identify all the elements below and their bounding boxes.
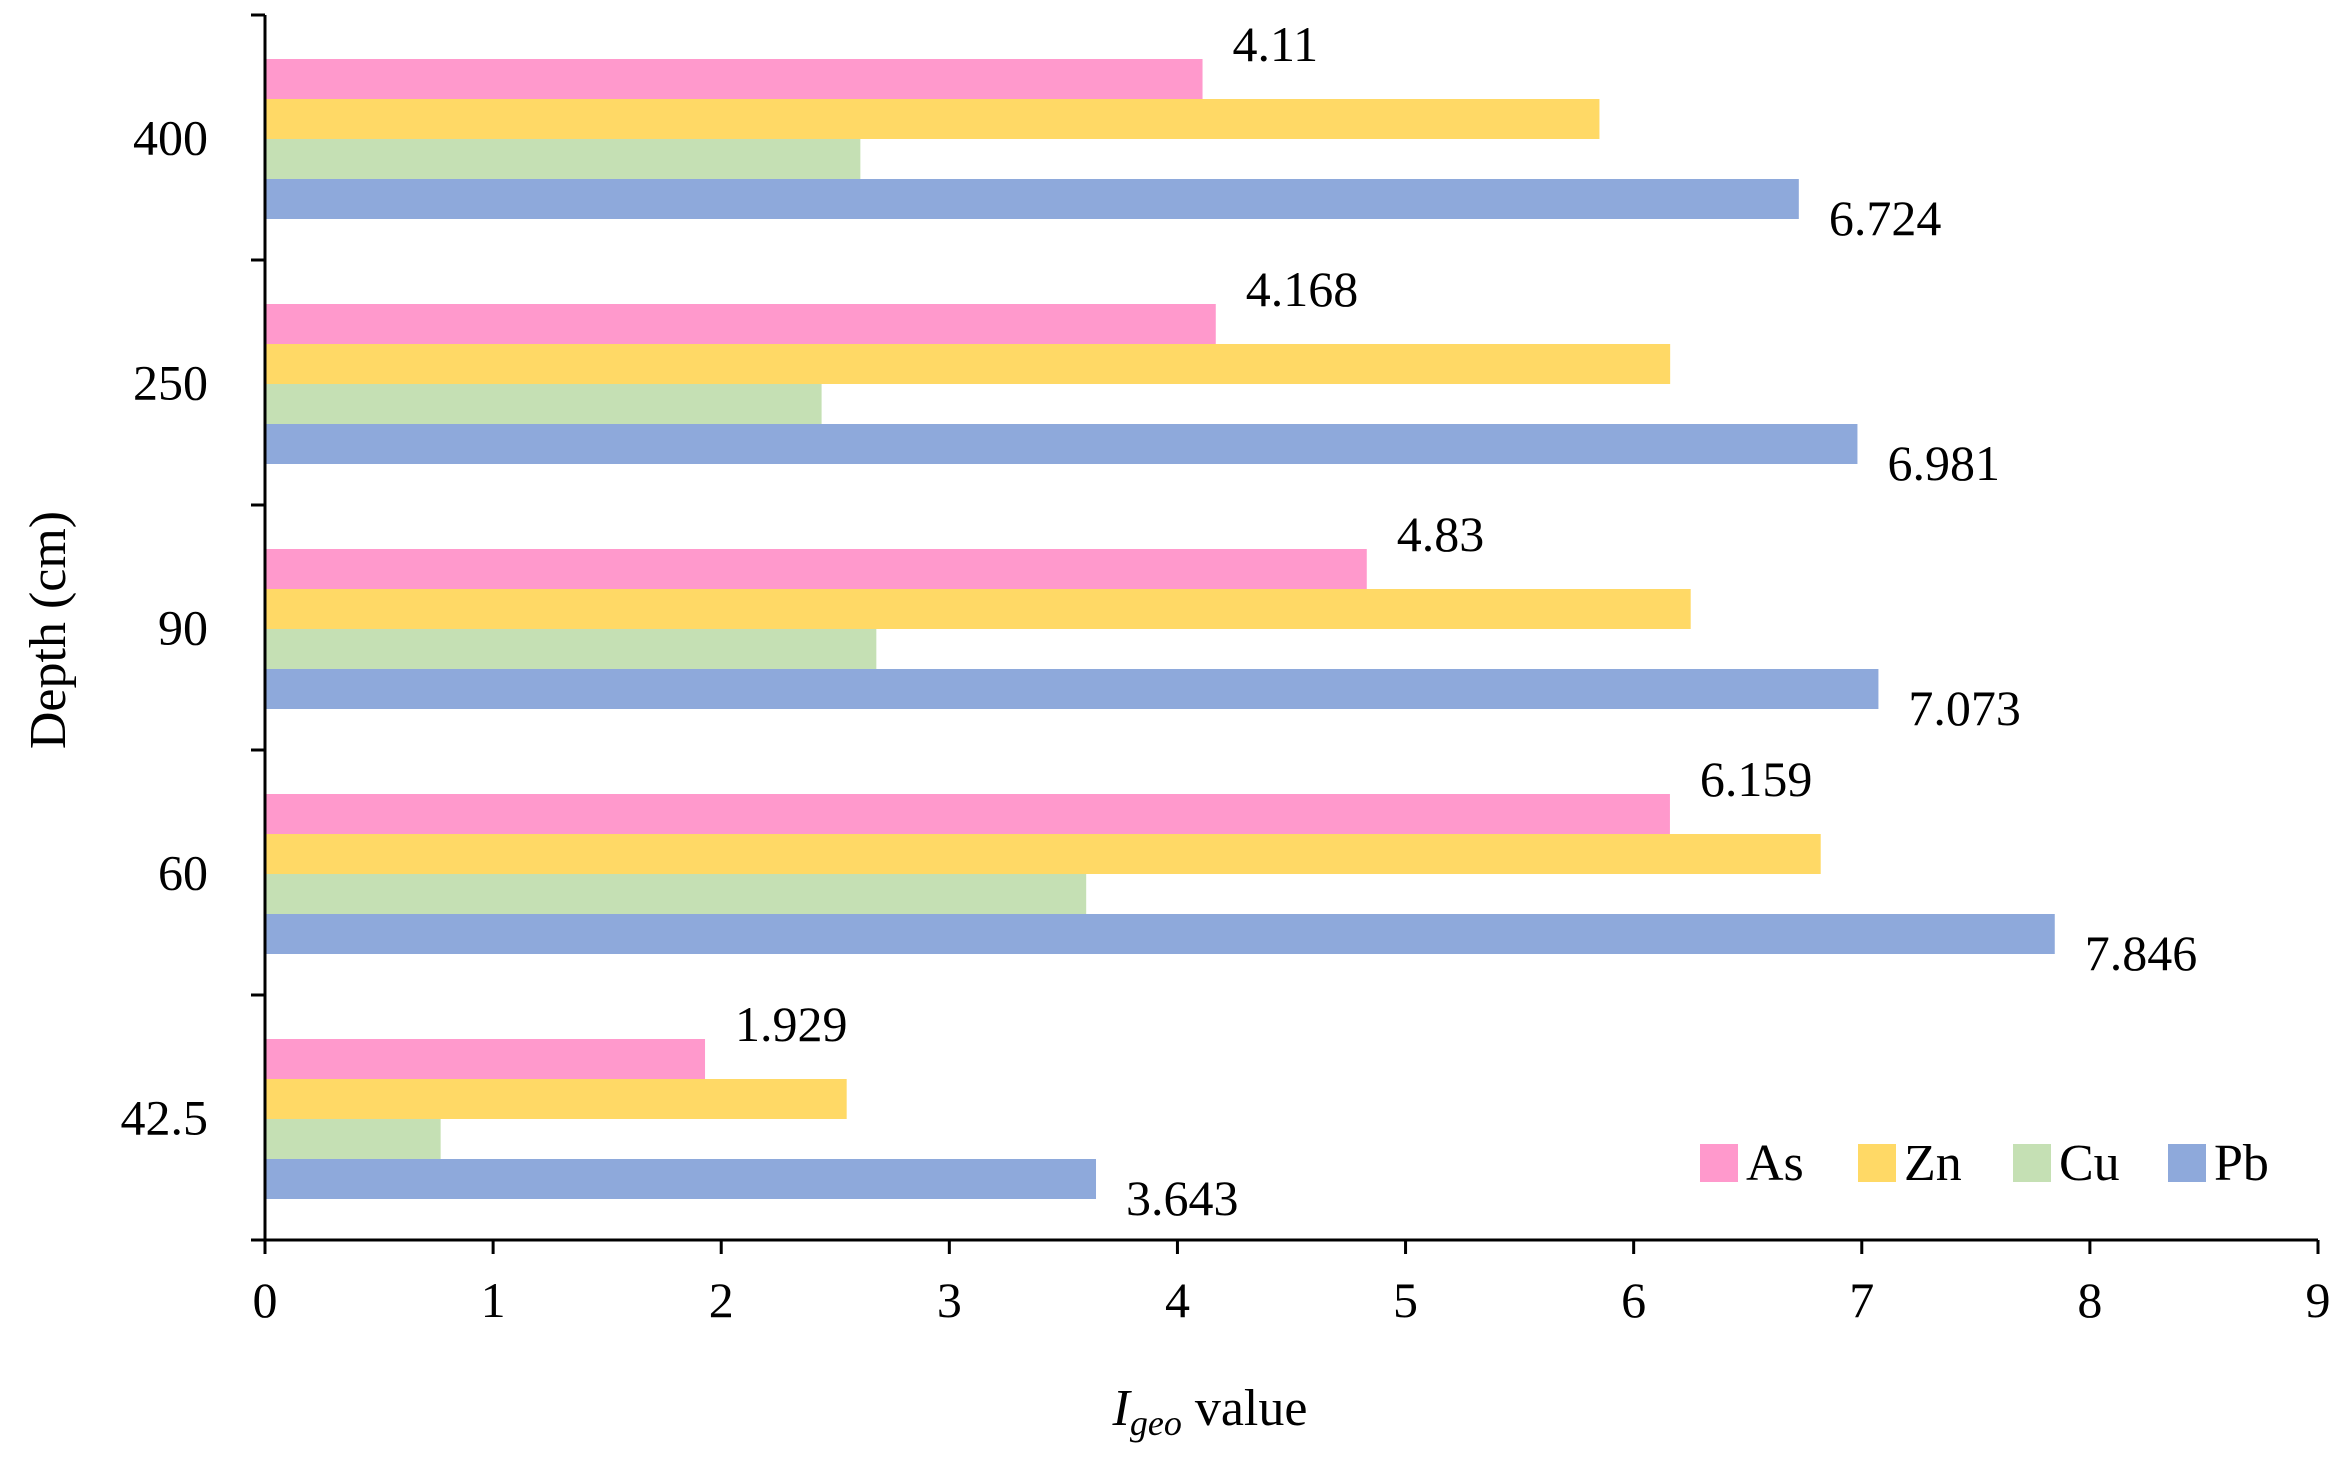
bar-zn-250 bbox=[265, 344, 1671, 384]
legend-swatch-as bbox=[1700, 1144, 1738, 1182]
x-tick-label-3: 3 bbox=[937, 1272, 962, 1328]
x-axis-title-rest: value bbox=[1182, 1380, 1308, 1437]
data-label-pb-60: 7.846 bbox=[2085, 925, 2198, 981]
bar-as-42.5 bbox=[265, 1039, 706, 1079]
data-label-pb-42.5: 3.643 bbox=[1126, 1170, 1239, 1226]
chart-axes: 42.5 60 90 250 400 0 1 2 3 4 5 6 7 8 9 bbox=[121, 13, 2331, 1328]
data-label-pb-250: 6.981 bbox=[1887, 435, 2000, 491]
data-label-pb-90: 7.073 bbox=[1908, 680, 2021, 736]
bar-pb-60 bbox=[265, 914, 2055, 954]
bar-as-400 bbox=[265, 59, 1203, 99]
data-label-as-400: 4.11 bbox=[1233, 16, 1319, 72]
x-tick-label-2: 2 bbox=[709, 1272, 734, 1328]
chart-titles: Igeo value Depth (cm) bbox=[20, 511, 1307, 1443]
x-axis-title: Igeo value bbox=[1112, 1380, 1308, 1443]
x-tick-label-6: 6 bbox=[1621, 1272, 1646, 1328]
chart-legend: As Zn Cu Pb bbox=[1700, 1135, 2269, 1192]
legend-label-as: As bbox=[1746, 1135, 1804, 1192]
y-tick-label-90: 90 bbox=[158, 600, 208, 656]
data-label-as-42.5: 1.929 bbox=[735, 996, 848, 1052]
y-tick-label-60: 60 bbox=[158, 845, 208, 901]
data-label-pb-400: 6.724 bbox=[1829, 190, 1942, 246]
legend-label-pb: Pb bbox=[2214, 1135, 2269, 1192]
x-tick-label-7: 7 bbox=[1849, 1272, 1874, 1328]
bar-cu-400 bbox=[265, 139, 861, 179]
y-tick-label-400: 400 bbox=[133, 110, 208, 166]
bar-as-60 bbox=[265, 794, 1670, 834]
x-tick-label-1: 1 bbox=[481, 1272, 506, 1328]
legend-swatch-zn bbox=[1858, 1144, 1896, 1182]
legend-swatch-cu bbox=[2013, 1144, 2051, 1182]
bar-pb-90 bbox=[265, 669, 1879, 709]
legend-label-cu: Cu bbox=[2059, 1135, 2120, 1192]
x-tick-label-4: 4 bbox=[1165, 1272, 1190, 1328]
y-tick-label-42.5: 42.5 bbox=[121, 1090, 209, 1146]
y-axis-title: Depth (cm) bbox=[20, 511, 77, 749]
bar-pb-250 bbox=[265, 424, 1858, 464]
x-tick-label-5: 5 bbox=[1393, 1272, 1418, 1328]
data-label-as-90: 4.83 bbox=[1397, 506, 1485, 562]
bar-cu-60 bbox=[265, 874, 1087, 914]
x-tick-label-9: 9 bbox=[2306, 1272, 2331, 1328]
x-tick-label-8: 8 bbox=[2077, 1272, 2102, 1328]
data-label-as-60: 6.159 bbox=[1700, 751, 1813, 807]
bar-zn-60 bbox=[265, 834, 1821, 874]
bar-cu-250 bbox=[265, 384, 822, 424]
legend-label-zn: Zn bbox=[1904, 1135, 1962, 1192]
data-label-as-250: 4.168 bbox=[1246, 261, 1359, 317]
y-tick-label-250: 250 bbox=[133, 355, 208, 411]
bar-as-90 bbox=[265, 549, 1367, 589]
bar-as-250 bbox=[265, 304, 1216, 344]
bar-zn-400 bbox=[265, 99, 1600, 139]
x-axis-title-italic: I bbox=[1112, 1380, 1133, 1437]
bar-zn-90 bbox=[265, 589, 1691, 629]
chart-marks: 1.929 3.643 6.159 7.846 4.83 7.073 4.168 6.981 4… bbox=[265, 16, 2197, 1226]
bar-pb-400 bbox=[265, 179, 1799, 219]
x-axis-title-subscript: geo bbox=[1130, 1403, 1182, 1443]
bar-cu-42.5 bbox=[265, 1119, 441, 1159]
bar-zn-42.5 bbox=[265, 1079, 847, 1119]
legend-swatch-pb bbox=[2168, 1144, 2206, 1182]
x-tick-label-0: 0 bbox=[253, 1272, 278, 1328]
bar-cu-90 bbox=[265, 629, 877, 669]
bar-pb-42.5 bbox=[265, 1159, 1097, 1199]
